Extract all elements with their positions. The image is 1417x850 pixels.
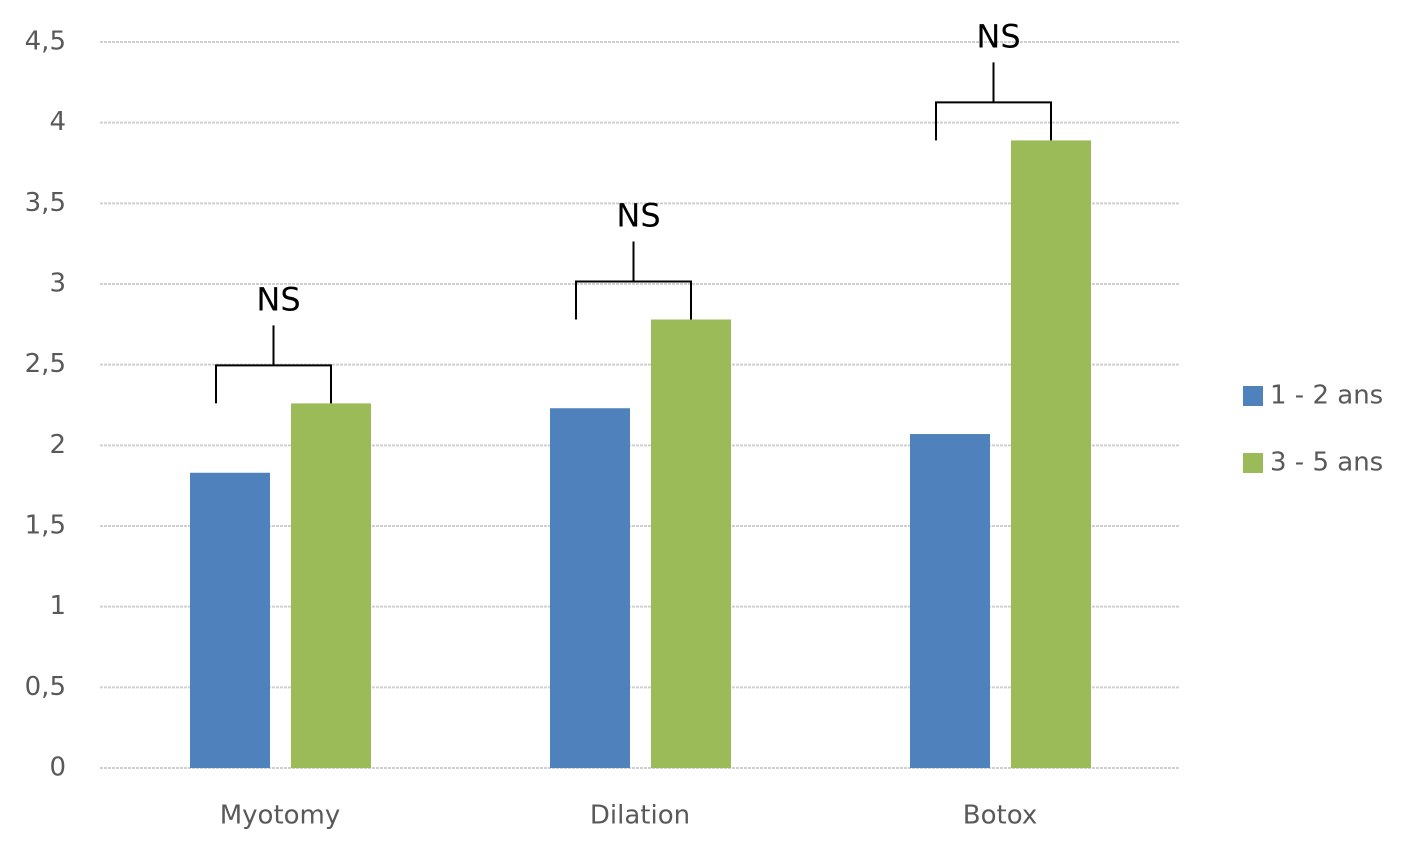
y-tick-label: 1 [49, 591, 66, 621]
bar [550, 408, 630, 768]
legend-swatch [1243, 453, 1263, 473]
legend-label: 3 - 5 ans [1270, 448, 1383, 478]
bar [910, 434, 990, 768]
legend-swatch [1243, 386, 1263, 406]
y-tick-label: 3 [49, 269, 66, 299]
bar [1011, 140, 1091, 768]
y-tick-label: 0 [49, 753, 66, 783]
annotation: NS [256, 280, 300, 318]
legend-label: 1 - 2 ans [1270, 381, 1383, 411]
bar [651, 319, 731, 768]
x-tick-label: Dilation [590, 801, 690, 831]
x-tick-label: Myotomy [220, 801, 341, 831]
x-tick-label: Botox [963, 801, 1037, 831]
significance-bracket [935, 62, 1052, 141]
y-tick-label: 3,5 [25, 188, 66, 218]
significance-bracket [575, 241, 692, 320]
y-tick-label: 2,5 [25, 349, 66, 379]
annotation: NS [976, 17, 1020, 55]
y-tick-label: 2 [49, 430, 66, 460]
y-tick-label: 4,5 [25, 27, 66, 57]
bar [190, 472, 270, 768]
y-tick-label: 1,5 [25, 511, 66, 541]
significance-bracket [215, 325, 332, 404]
bar [291, 403, 371, 768]
y-tick-label: 4 [49, 107, 66, 137]
y-tick-label: 0,5 [25, 672, 66, 702]
annotation: NS [616, 196, 660, 234]
